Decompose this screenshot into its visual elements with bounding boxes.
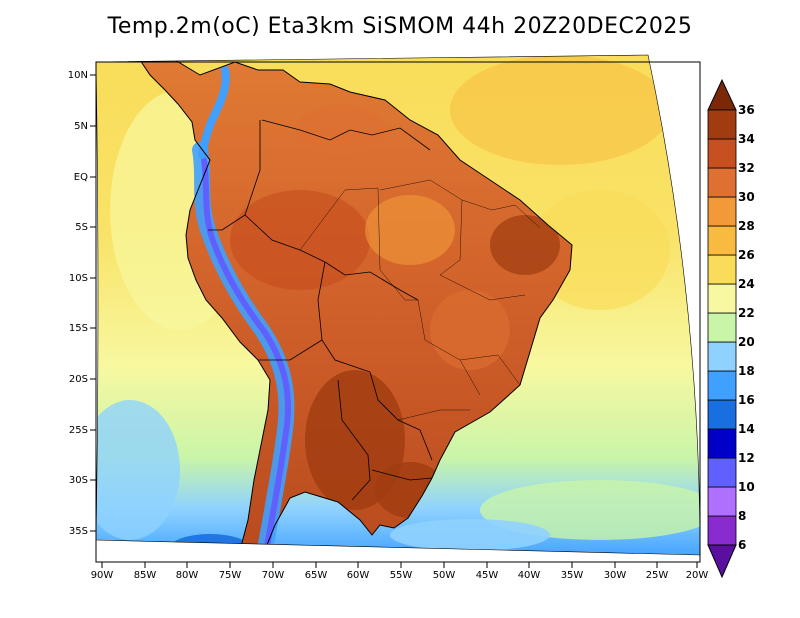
lon-tick-label: 65W bbox=[305, 570, 328, 581]
map-frame bbox=[95, 61, 701, 563]
colorbar-label: 30 bbox=[738, 190, 755, 204]
warm-patch bbox=[295, 105, 385, 155]
map-title: Temp.2m(oC) Eta3km SiSMOM 44h 20Z20DEC20… bbox=[107, 14, 693, 39]
hot-patch bbox=[305, 370, 405, 510]
colorbar-segment bbox=[707, 486, 737, 517]
andes-coldest-band bbox=[201, 157, 292, 555]
lon-tick-label: 45W bbox=[476, 570, 499, 581]
warm-ocean-patch bbox=[530, 190, 670, 310]
northern-andes-band bbox=[198, 66, 230, 159]
colorbar-segment bbox=[707, 515, 737, 546]
colorbar-segments bbox=[707, 109, 737, 546]
lat-tick-label: 5N bbox=[74, 121, 88, 132]
colorbar-segment bbox=[707, 138, 737, 169]
lon-tick-label: 35W bbox=[561, 570, 584, 581]
colorbar-label: 14 bbox=[738, 422, 755, 436]
warm-ocean-patch bbox=[450, 55, 670, 165]
colorbar-segment bbox=[707, 196, 737, 227]
colorbar-segment bbox=[707, 341, 737, 372]
cool-ocean-patch bbox=[390, 519, 550, 551]
lon-tick-label: 20W bbox=[686, 570, 709, 581]
lon-tick-label: 90W bbox=[91, 570, 114, 581]
lat-tick-label: 10S bbox=[69, 273, 88, 284]
colorbar-labels: 6 8 10 12 14 16 18 20 22 24 26 28 30 32 34 36 bbox=[738, 103, 755, 552]
colorbar-low-arrow bbox=[707, 544, 737, 579]
lat-tick-label: 35S bbox=[69, 526, 88, 537]
cool-ocean-patch bbox=[96, 400, 180, 540]
colorbar-segment bbox=[707, 370, 737, 401]
lat-tick-label: 5S bbox=[75, 222, 88, 233]
lon-tick-label: 85W bbox=[134, 570, 157, 581]
lon-tick-label: 50W bbox=[433, 570, 456, 581]
colorbar-segment bbox=[707, 254, 737, 285]
colorbar-label: 34 bbox=[738, 132, 755, 146]
lat-tick-label: EQ bbox=[74, 172, 88, 183]
lon-tick-label: 30W bbox=[604, 570, 627, 581]
warm-patch bbox=[430, 290, 510, 370]
hot-patch bbox=[490, 215, 560, 275]
colorbar-label: 36 bbox=[738, 103, 755, 117]
lat-tick-label: 20S bbox=[69, 374, 88, 385]
colorbar-segment bbox=[707, 457, 737, 488]
colorbar-label: 24 bbox=[738, 277, 755, 291]
colorbar-label: 16 bbox=[738, 393, 755, 407]
lon-tick-label: 55W bbox=[390, 570, 413, 581]
colorbar-label: 8 bbox=[738, 509, 746, 523]
map-domain bbox=[96, 55, 700, 555]
colorbar-label: 18 bbox=[738, 364, 755, 378]
colorbar-segment bbox=[707, 109, 737, 140]
lon-tick-label: 80W bbox=[176, 570, 199, 581]
lon-tick-label: 40W bbox=[518, 570, 541, 581]
lon-tick-label: 70W bbox=[262, 570, 285, 581]
colorbar-label: 6 bbox=[738, 538, 746, 552]
colorbar-segment bbox=[707, 428, 737, 459]
lat-tick-label: 10N bbox=[68, 70, 88, 81]
land-temperature-patches bbox=[230, 105, 560, 518]
colorbar-label: 28 bbox=[738, 219, 755, 233]
warm-patch bbox=[365, 195, 455, 265]
colorbar-label: 20 bbox=[738, 335, 755, 349]
lon-tick-label: 25W bbox=[646, 570, 669, 581]
lon-tick-label: 60W bbox=[347, 570, 370, 581]
lat-tick-label: 25S bbox=[69, 425, 88, 436]
colorbar-label: 22 bbox=[738, 306, 755, 320]
colorbar-label: 12 bbox=[738, 451, 755, 465]
lat-tick-label: 15S bbox=[69, 323, 88, 334]
colorbar-segment bbox=[707, 312, 737, 343]
colorbar-label: 32 bbox=[738, 161, 755, 175]
hot-patch bbox=[230, 190, 370, 290]
lon-tick-label: 75W bbox=[219, 570, 242, 581]
cool-ocean-patch bbox=[480, 480, 700, 540]
lat-axis: 10N 5N EQ 5S 10S 15S 20S 25S 30S 35S bbox=[68, 70, 96, 537]
colorbar-segment bbox=[707, 283, 737, 314]
colorbar-label: 10 bbox=[738, 480, 755, 494]
colorbar-segment bbox=[707, 225, 737, 256]
colorbar-high-arrow bbox=[707, 78, 737, 111]
colorbar-segment bbox=[707, 167, 737, 198]
colorbar: 6 8 10 12 14 16 18 20 22 24 26 28 30 32 34 36 bbox=[707, 78, 755, 579]
colorbar-label: 26 bbox=[738, 248, 755, 262]
cold-ocean-patch bbox=[170, 534, 250, 555]
state-borders bbox=[299, 179, 541, 421]
colorbar-segment bbox=[707, 399, 737, 430]
lon-axis: 90W 85W 80W 75W 70W 65W 60W 55W 50W 45W … bbox=[91, 562, 709, 581]
lat-tick-label: 30S bbox=[69, 475, 88, 486]
